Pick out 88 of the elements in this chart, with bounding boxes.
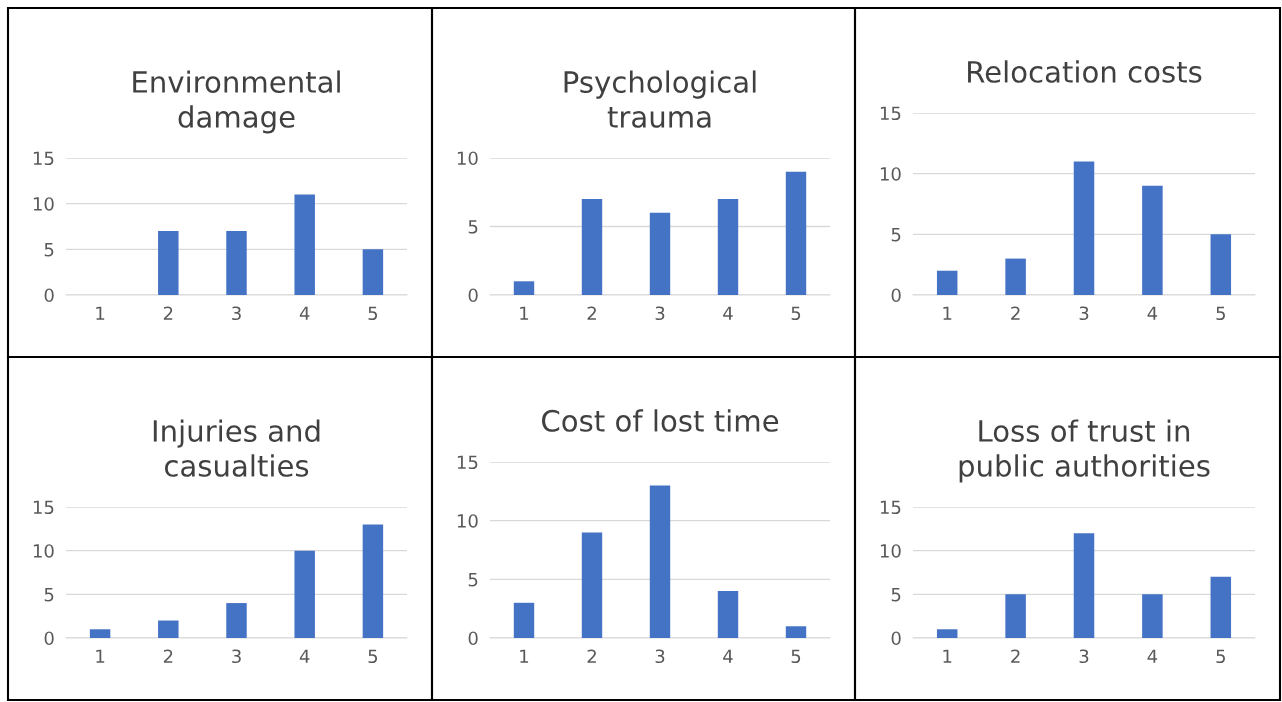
chart-title: Loss of trust in public authorities [959, 419, 1210, 483]
bar [1073, 161, 1095, 295]
bar [649, 485, 671, 638]
x-tick-label: 5 [1216, 649, 1225, 664]
y-tick-label: 15 [33, 151, 54, 166]
bar [513, 602, 535, 638]
bar [226, 231, 247, 295]
x-tick-label: 2 [1011, 306, 1020, 320]
bar [936, 270, 958, 295]
x-tick-label: 3 [232, 649, 241, 664]
chart-title: Cost of lost time [542, 409, 779, 432]
x-tick-label: 2 [163, 649, 173, 663]
chart-title: Injuries and casualties [153, 419, 320, 477]
bar [294, 550, 315, 638]
y-tick-label: 5 [891, 588, 901, 602]
bar [158, 620, 179, 638]
x-tick-label: 1 [520, 306, 529, 320]
y-tick-label: 0 [468, 631, 478, 646]
y-tick-label: 0 [44, 288, 54, 303]
y-tick-label: 5 [468, 220, 478, 234]
bar [1142, 185, 1163, 295]
x-tick-label: 4 [1147, 649, 1158, 663]
x-tick-label: 5 [1216, 306, 1225, 321]
bar [1142, 594, 1163, 638]
y-tick-label: 10 [880, 167, 901, 181]
x-tick-label: 1 [943, 649, 952, 663]
bar [1005, 258, 1026, 295]
x-tick-label: 3 [655, 306, 665, 321]
y-tick-label: 10 [880, 544, 901, 558]
x-tick-label: 2 [1011, 649, 1020, 663]
y-tick-label: 0 [468, 288, 478, 303]
x-tick-label: 4 [299, 306, 310, 320]
y-tick-label: 5 [891, 228, 901, 242]
x-tick-label: 3 [1079, 306, 1089, 321]
y-tick-label: 5 [44, 243, 54, 257]
x-tick-label: 5 [791, 649, 801, 664]
bar [362, 249, 384, 295]
bar [785, 171, 807, 295]
y-tick-label: 15 [880, 500, 901, 515]
bar [581, 532, 603, 638]
bar [294, 194, 315, 295]
x-tick-label: 2 [587, 306, 596, 320]
bar [581, 199, 603, 295]
x-tick-label: 1 [96, 306, 105, 320]
y-tick-label: 10 [33, 197, 54, 211]
x-tick-label: 3 [1079, 649, 1089, 664]
y-tick-label: 0 [44, 631, 54, 646]
chart-title: Relocation costs [968, 60, 1202, 83]
x-tick-label: 1 [520, 649, 529, 663]
y-tick-label: 15 [33, 500, 54, 515]
x-tick-label: 1 [96, 649, 105, 663]
bar [1005, 594, 1026, 638]
x-tick-label: 3 [655, 649, 665, 664]
y-tick-label: 5 [44, 588, 54, 602]
bar [785, 626, 807, 638]
x-tick-label: 4 [1147, 306, 1158, 320]
x-tick-label: 4 [723, 306, 733, 320]
x-tick-label: 4 [299, 649, 310, 663]
chart-title: Environmental damage [133, 70, 340, 134]
bar [649, 212, 671, 295]
bar [362, 524, 384, 638]
x-tick-label: 5 [791, 306, 801, 321]
y-tick-label: 10 [457, 514, 478, 528]
bar [717, 591, 739, 638]
x-tick-label: 3 [232, 306, 241, 321]
x-tick-label: 1 [943, 306, 952, 320]
bar [1073, 533, 1095, 638]
x-tick-label: 2 [163, 306, 173, 320]
y-tick-label: 0 [891, 288, 901, 303]
y-tick-label: 15 [457, 455, 478, 470]
bar [513, 281, 535, 295]
bar [158, 231, 179, 295]
x-tick-label: 5 [368, 649, 378, 664]
x-tick-label: 2 [587, 649, 596, 663]
bar [936, 629, 958, 638]
y-tick-label: 15 [880, 106, 901, 121]
bar [1210, 234, 1232, 295]
x-tick-label: 5 [368, 306, 378, 321]
bar [89, 629, 111, 638]
y-tick-label: 10 [33, 544, 54, 558]
y-tick-label: 0 [891, 631, 901, 646]
x-tick-label: 4 [723, 649, 733, 663]
chart-title: Psychological trauma [564, 70, 756, 128]
bar [1210, 576, 1232, 638]
y-tick-label: 5 [468, 573, 478, 587]
bar [717, 199, 739, 295]
bar [226, 603, 247, 638]
y-tick-label: 10 [457, 151, 478, 166]
